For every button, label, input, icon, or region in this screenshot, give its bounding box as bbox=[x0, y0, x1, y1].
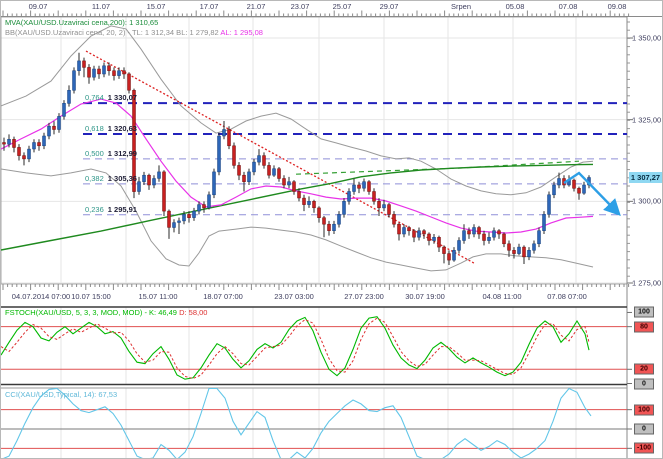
top-axis-date: 29.07 bbox=[379, 2, 399, 11]
stochastic-k-value: FSTOCH(XAU/USD, 5, 3, 3, MOD, MOD) - K: … bbox=[5, 308, 177, 317]
bottom-axis-date: 15.07 11:00 bbox=[138, 292, 178, 301]
fib-level-label: 0,764 1 330,07 bbox=[85, 93, 137, 102]
cci-scale-badge: 100 bbox=[634, 404, 654, 416]
price-axis-label: 1 275,00 bbox=[632, 278, 662, 288]
fib-ratio: 0,382 bbox=[85, 173, 104, 183]
stoch-scale-badge: 80 bbox=[634, 321, 654, 333]
bb-al-value: AL: 1 295,08 bbox=[220, 28, 263, 37]
fib-ratio: 0,236 bbox=[85, 204, 104, 214]
fib-ratio: 0,500 bbox=[85, 148, 104, 158]
top-axis-date: 25.07 bbox=[332, 2, 352, 11]
top-axis-date: 07.08 bbox=[558, 2, 578, 11]
stoch-scale-badge: 0 bbox=[634, 378, 654, 389]
price-axis-label: 1 300,00 bbox=[632, 196, 662, 206]
top-axis-date: 09.07 bbox=[28, 2, 48, 11]
fib-price: 1 330,07 bbox=[107, 93, 137, 103]
bottom-axis-date: 27.07 23:00 bbox=[344, 292, 384, 301]
top-axis-date: 17.07 bbox=[199, 2, 219, 11]
top-axis-date: 15.07 bbox=[146, 2, 166, 11]
bottom-axis-date: 07.08 07:00 bbox=[547, 292, 587, 301]
fib-ratio: 0,764 bbox=[85, 93, 104, 103]
fib-price: 1 320,63 bbox=[107, 123, 137, 133]
cci-scale-badge: -100 bbox=[634, 442, 655, 454]
bottom-axis-date: 23.07 03:00 bbox=[274, 292, 314, 301]
fib-level-label: 0,236 1 295,91 bbox=[85, 205, 137, 214]
last-price-badge: 1 307,27 bbox=[629, 172, 662, 184]
stochastic-d-value: D: 58,00 bbox=[176, 308, 208, 317]
cci-scale-badge: 0 bbox=[634, 423, 654, 435]
stoch-scale-badge: 20 bbox=[634, 363, 654, 375]
top-axis-date: 23.07 bbox=[290, 2, 310, 11]
bottom-axis-date: 18.07 07:00 bbox=[203, 292, 243, 301]
bb-indicator-value: BB(XAU/USD.Uzaviraci cena, 20, 2) - TL: … bbox=[5, 28, 221, 37]
fib-price: 1 312,99 bbox=[107, 148, 137, 158]
fib-ratio: 0,618 bbox=[85, 123, 104, 133]
top-axis-date: Srpen bbox=[450, 2, 472, 11]
cci-indicator-label: CCI(XAU/USD,Typical, 14): 67,53 bbox=[5, 390, 117, 399]
fib-level-label: 0,618 1 320,63 bbox=[85, 124, 137, 133]
fib-price: 1 295,91 bbox=[107, 204, 137, 214]
bottom-axis-date: 10.07 15:00 bbox=[71, 292, 111, 301]
mva-indicator-label: MVA(XAU/USD.Uzaviraci cena,200): 1 310,6… bbox=[5, 18, 158, 27]
price-axis-label: 1 325,00 bbox=[632, 115, 662, 125]
bottom-axis-date: 04.08 11:00 bbox=[482, 292, 522, 301]
top-axis-date: 09.08 bbox=[607, 2, 627, 11]
price-axis-label: 1 350,00 bbox=[632, 33, 662, 43]
top-axis-date: 05.08 bbox=[505, 2, 525, 11]
fib-level-label: 0,500 1 312,99 bbox=[85, 149, 137, 158]
fib-price: 1 305,36 bbox=[107, 173, 137, 183]
top-axis-date: 11.07 bbox=[91, 2, 111, 11]
stochastic-indicator-label: FSTOCH(XAU/USD, 5, 3, 3, MOD, MOD) - K: … bbox=[5, 308, 207, 317]
top-axis-date: 21.07 bbox=[246, 2, 266, 11]
stoch-scale-badge: 100 bbox=[634, 306, 654, 318]
cci-value: CCI(XAU/USD,Typical, 14): 67,53 bbox=[5, 390, 118, 399]
fib-level-label: 0,382 1 305,36 bbox=[85, 174, 137, 183]
bb-indicator-label: BB(XAU/USD.Uzaviraci cena, 20, 2) - TL: … bbox=[5, 28, 263, 37]
bottom-axis-date: 04.07.2014 07:00 bbox=[11, 292, 71, 301]
mva-indicator-value: MVA(XAU/USD.Uzaviraci cena,200): 1 310,6… bbox=[5, 18, 159, 27]
bottom-axis-date: 30.07 19:00 bbox=[405, 292, 445, 301]
